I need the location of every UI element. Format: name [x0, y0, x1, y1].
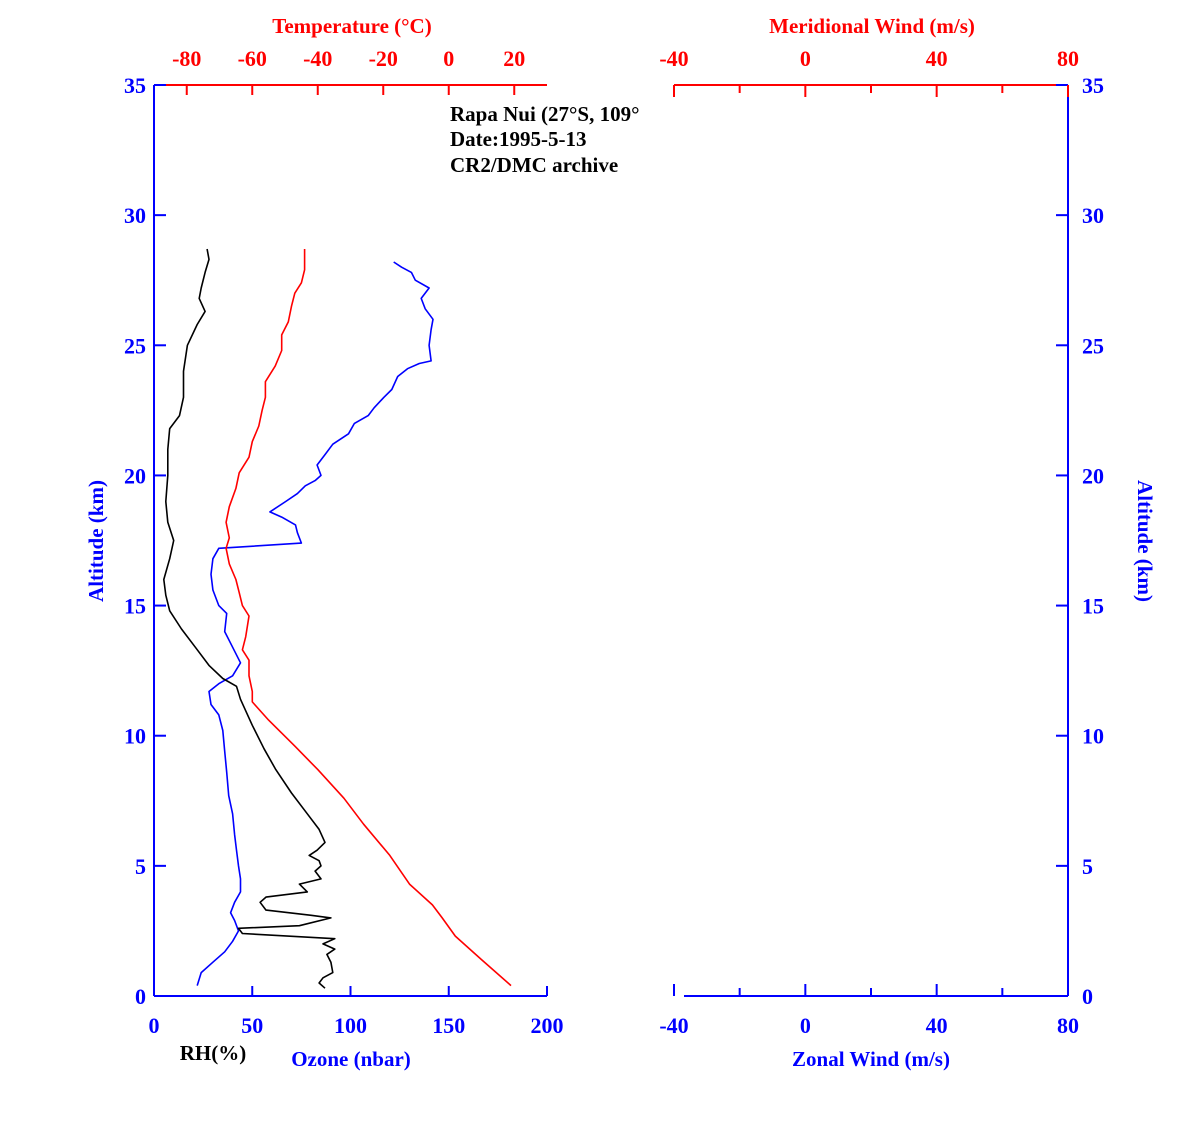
- left-altitude-tick-label: 0: [135, 984, 146, 1009]
- right-altitude-tick-label: 20: [1082, 463, 1104, 488]
- right-altitude-tick-label: 5: [1082, 854, 1093, 879]
- left-altitude-tick-label: 20: [124, 463, 146, 488]
- station-annotation: Rapa Nui (27°S, 109° Date:1995-5-13 CR2/…: [450, 102, 640, 177]
- ozone-tick-label: 50: [241, 1013, 263, 1038]
- meridional-wind-tick-label: 40: [926, 46, 948, 71]
- temperature-tick-label: -40: [303, 46, 332, 71]
- temperature-tick-label: 20: [503, 46, 525, 71]
- temperature-ticks: -80 -60 -40 -20 0 20: [172, 46, 525, 95]
- meridional-wind-ticks: -40 0 40 80: [659, 46, 1079, 97]
- temperature-tick-label: -80: [172, 46, 201, 71]
- ozone-axis-title: Ozone (nbar): [291, 1047, 411, 1071]
- ozone-ticks: 0 50 100 150 200: [149, 986, 564, 1038]
- right-altitude-tick-label: 0: [1082, 984, 1093, 1009]
- zonal-wind-tick-label: -40: [659, 1013, 688, 1038]
- left-altitude-tick-label: 15: [124, 594, 146, 619]
- right-altitude-tick-label: 10: [1082, 724, 1104, 749]
- meridional-wind-axis-title: Meridional Wind (m/s): [769, 14, 975, 38]
- meridional-wind-tick-label: 0: [800, 46, 811, 71]
- rh-axis-title: RH(%): [180, 1041, 247, 1065]
- ozone-tick-label: 150: [432, 1013, 465, 1038]
- rh-profile-line: [163, 248, 336, 989]
- zonal-wind-tick-label: 40: [926, 1013, 948, 1038]
- temperature-tick-label: 0: [443, 46, 454, 71]
- ozone-tick-label: 100: [334, 1013, 367, 1038]
- ozone-profile-line: [196, 261, 434, 986]
- left-altitude-ticks: 0 5 10 15 20 25 30 35: [124, 73, 166, 1009]
- right-altitude-ticks: 0 5 10 15 20 25 30 35: [1056, 73, 1104, 1009]
- right-altitude-tick-label: 35: [1082, 73, 1104, 98]
- zonal-wind-tick-label: 80: [1057, 1013, 1079, 1038]
- sounding-date: Date:1995-5-13: [450, 127, 586, 151]
- left-altitude-tick-label: 5: [135, 854, 146, 879]
- station-name: Rapa Nui (27°S, 109°: [450, 102, 640, 126]
- left-altitude-tick-label: 30: [124, 203, 146, 228]
- left-altitude-tick-label: 35: [124, 73, 146, 98]
- right-altitude-tick-label: 25: [1082, 333, 1104, 358]
- temperature-tick-label: -60: [238, 46, 267, 71]
- meridional-wind-tick-label: -40: [659, 46, 688, 71]
- left-altitude-tick-label: 25: [124, 333, 146, 358]
- right-altitude-axis-title: Altitude (km): [1133, 480, 1157, 602]
- ozone-tick-label: 0: [149, 1013, 160, 1038]
- left-altitude-tick-label: 10: [124, 724, 146, 749]
- zonal-wind-ticks: -40 0 40 80: [659, 984, 1079, 1038]
- ozone-tick-label: 200: [531, 1013, 564, 1038]
- right-altitude-tick-label: 30: [1082, 203, 1104, 228]
- zonal-wind-axis-title: Zonal Wind (m/s): [792, 1047, 950, 1071]
- temperature-profile-line: [225, 249, 512, 987]
- left-altitude-axis-title: Altitude (km): [84, 480, 108, 602]
- profile-series: [163, 248, 512, 989]
- temperature-tick-label: -20: [369, 46, 398, 71]
- data-archive: CR2/DMC archive: [450, 153, 618, 177]
- zonal-wind-tick-label: 0: [800, 1013, 811, 1038]
- right-panel: 0 5 10 15 20 25 30 35 -40 0 40 80 -40 0 40 80 Meridio…: [659, 14, 1157, 1071]
- meridional-wind-tick-label: 80: [1057, 46, 1079, 71]
- temperature-axis-title: Temperature (°C): [272, 14, 431, 38]
- right-altitude-tick-label: 15: [1082, 594, 1104, 619]
